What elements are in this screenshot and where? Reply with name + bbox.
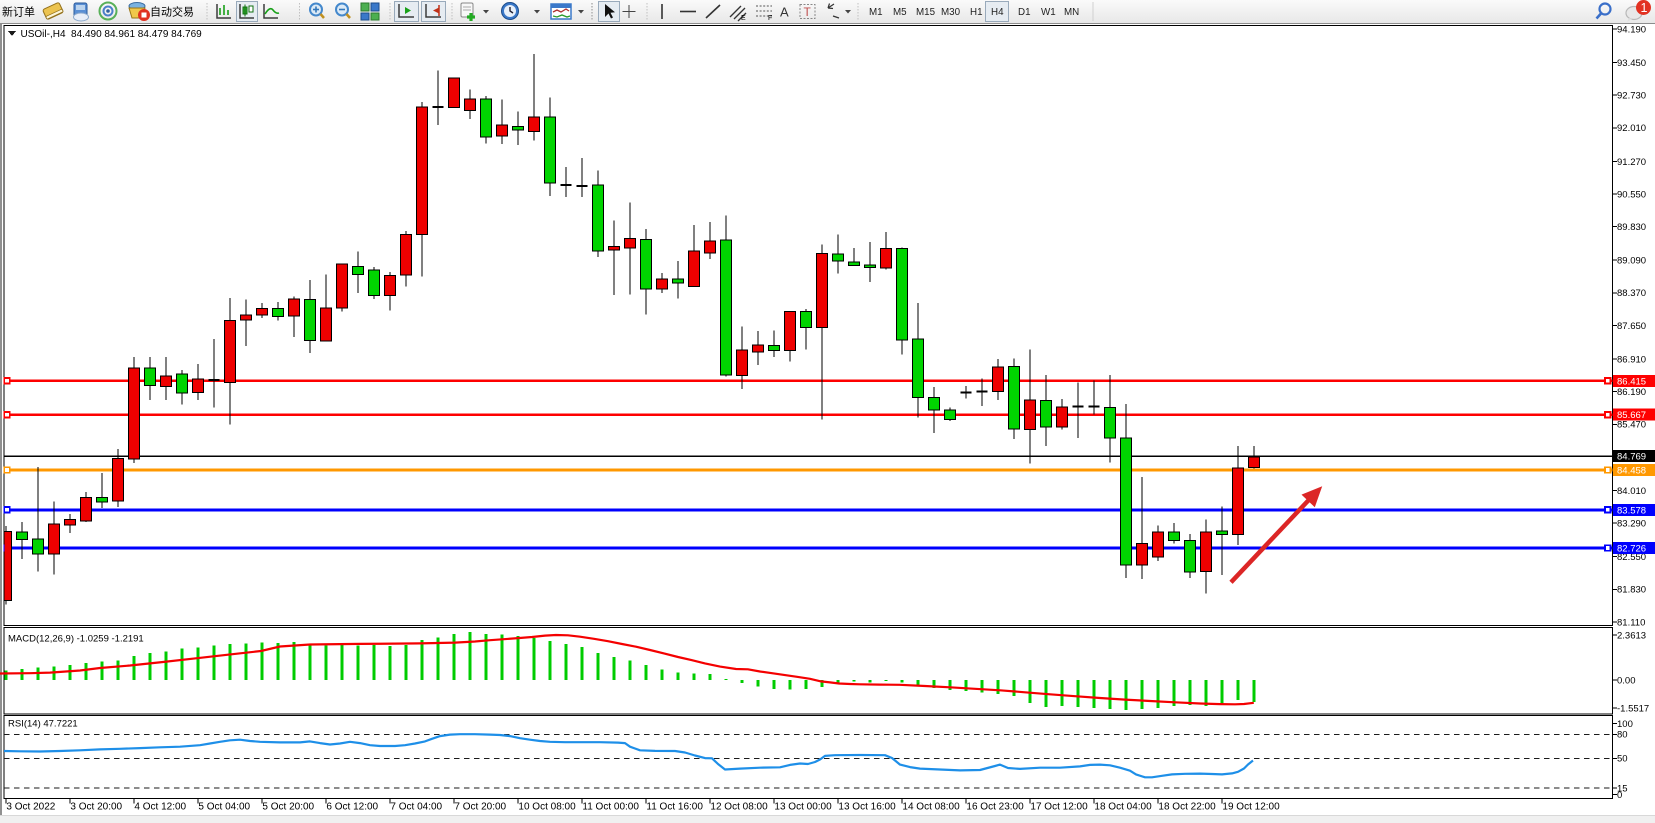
- svg-text:84.769: 84.769: [1617, 452, 1646, 463]
- svg-text:T: T: [804, 5, 812, 19]
- svg-text:7 Oct 04:00: 7 Oct 04:00: [390, 802, 442, 813]
- svg-text:84.458: 84.458: [1617, 466, 1646, 477]
- svg-text:11 Oct 16:00: 11 Oct 16:00: [646, 802, 703, 813]
- svg-text:88.370: 88.370: [1617, 288, 1646, 299]
- svg-text:85.470: 85.470: [1617, 420, 1646, 431]
- svg-text:自动交易: 自动交易: [150, 5, 194, 19]
- svg-text:93.450: 93.450: [1617, 58, 1646, 69]
- svg-text:M5: M5: [893, 7, 907, 18]
- svg-text:13 Oct 00:00: 13 Oct 00:00: [774, 802, 832, 813]
- svg-text:13 Oct 16:00: 13 Oct 16:00: [838, 802, 896, 813]
- svg-text:89.830: 89.830: [1617, 222, 1646, 233]
- svg-text:-1.5517: -1.5517: [1617, 703, 1649, 714]
- svg-text:2.3613: 2.3613: [1617, 630, 1646, 641]
- svg-text:90.550: 90.550: [1617, 189, 1646, 200]
- svg-text:82.550: 82.550: [1617, 552, 1646, 563]
- svg-text:81.830: 81.830: [1617, 585, 1646, 596]
- svg-text:H1: H1: [970, 7, 983, 18]
- svg-text:92.730: 92.730: [1617, 91, 1646, 102]
- svg-text:3 Oct 2022: 3 Oct 2022: [6, 802, 55, 813]
- svg-text:18 Oct 04:00: 18 Oct 04:00: [1094, 802, 1152, 813]
- svg-text:7 Oct 20:00: 7 Oct 20:00: [454, 802, 506, 813]
- svg-text:100: 100: [1617, 719, 1633, 730]
- svg-text:19 Oct 12:00: 19 Oct 12:00: [1222, 802, 1280, 813]
- svg-text:18 Oct 22:00: 18 Oct 22:00: [1158, 802, 1216, 813]
- svg-text:86.910: 86.910: [1617, 354, 1646, 365]
- svg-text:14 Oct 08:00: 14 Oct 08:00: [902, 802, 960, 813]
- svg-text:1: 1: [1641, 1, 1648, 15]
- svg-text:MACD(12,26,9) -1.0259 -1.2191: MACD(12,26,9) -1.0259 -1.2191: [8, 634, 144, 645]
- svg-text:92.010: 92.010: [1617, 123, 1646, 134]
- svg-text:17 Oct 12:00: 17 Oct 12:00: [1030, 802, 1088, 813]
- svg-text:M1: M1: [869, 7, 883, 18]
- svg-text:85.667: 85.667: [1617, 410, 1646, 421]
- svg-text:86.190: 86.190: [1617, 387, 1646, 398]
- svg-text:A: A: [780, 5, 789, 20]
- svg-text:M30: M30: [941, 7, 961, 18]
- svg-text:91.270: 91.270: [1617, 157, 1646, 168]
- svg-text:50: 50: [1617, 754, 1628, 765]
- svg-text:0: 0: [1617, 790, 1622, 801]
- svg-text:86.415: 86.415: [1617, 376, 1646, 387]
- svg-text:15: 15: [1617, 783, 1628, 794]
- svg-text:E: E: [741, 15, 746, 22]
- svg-text:94.190: 94.190: [1617, 24, 1646, 35]
- svg-text:5 Oct 20:00: 5 Oct 20:00: [262, 802, 314, 813]
- svg-text:W1: W1: [1041, 7, 1056, 18]
- svg-text:16 Oct 23:00: 16 Oct 23:00: [966, 802, 1024, 813]
- svg-text:D1: D1: [1018, 7, 1031, 18]
- svg-text:6 Oct 12:00: 6 Oct 12:00: [326, 802, 378, 813]
- svg-text:MN: MN: [1064, 7, 1079, 18]
- svg-text:82.726: 82.726: [1617, 544, 1646, 555]
- svg-text:12 Oct 08:00: 12 Oct 08:00: [710, 802, 768, 813]
- svg-text:4 Oct 12:00: 4 Oct 12:00: [134, 802, 186, 813]
- svg-text:10 Oct 08:00: 10 Oct 08:00: [518, 802, 576, 813]
- svg-text:89.090: 89.090: [1617, 256, 1646, 267]
- svg-text:83.578: 83.578: [1617, 505, 1646, 516]
- svg-text:RSI(14) 47.7221: RSI(14) 47.7221: [8, 719, 78, 730]
- svg-text:11 Oct 00:00: 11 Oct 00:00: [582, 802, 639, 813]
- svg-text:F: F: [768, 15, 772, 22]
- svg-text:5 Oct 04:00: 5 Oct 04:00: [198, 802, 250, 813]
- svg-text:81.110: 81.110: [1617, 617, 1645, 628]
- svg-text:80: 80: [1617, 730, 1628, 741]
- svg-text:3 Oct 20:00: 3 Oct 20:00: [70, 802, 122, 813]
- svg-text:87.650: 87.650: [1617, 321, 1646, 332]
- svg-text:M15: M15: [916, 7, 936, 18]
- svg-text:H4: H4: [991, 7, 1004, 18]
- svg-text:83.290: 83.290: [1617, 519, 1646, 530]
- svg-text:0.00: 0.00: [1617, 675, 1636, 686]
- svg-text:84.010: 84.010: [1617, 486, 1646, 497]
- svg-text:新订单: 新订单: [2, 5, 35, 19]
- svg-text:USOil-,H4 84.490 84.961 84.47: USOil-,H4 84.490 84.961 84.479 84.769: [21, 29, 203, 40]
